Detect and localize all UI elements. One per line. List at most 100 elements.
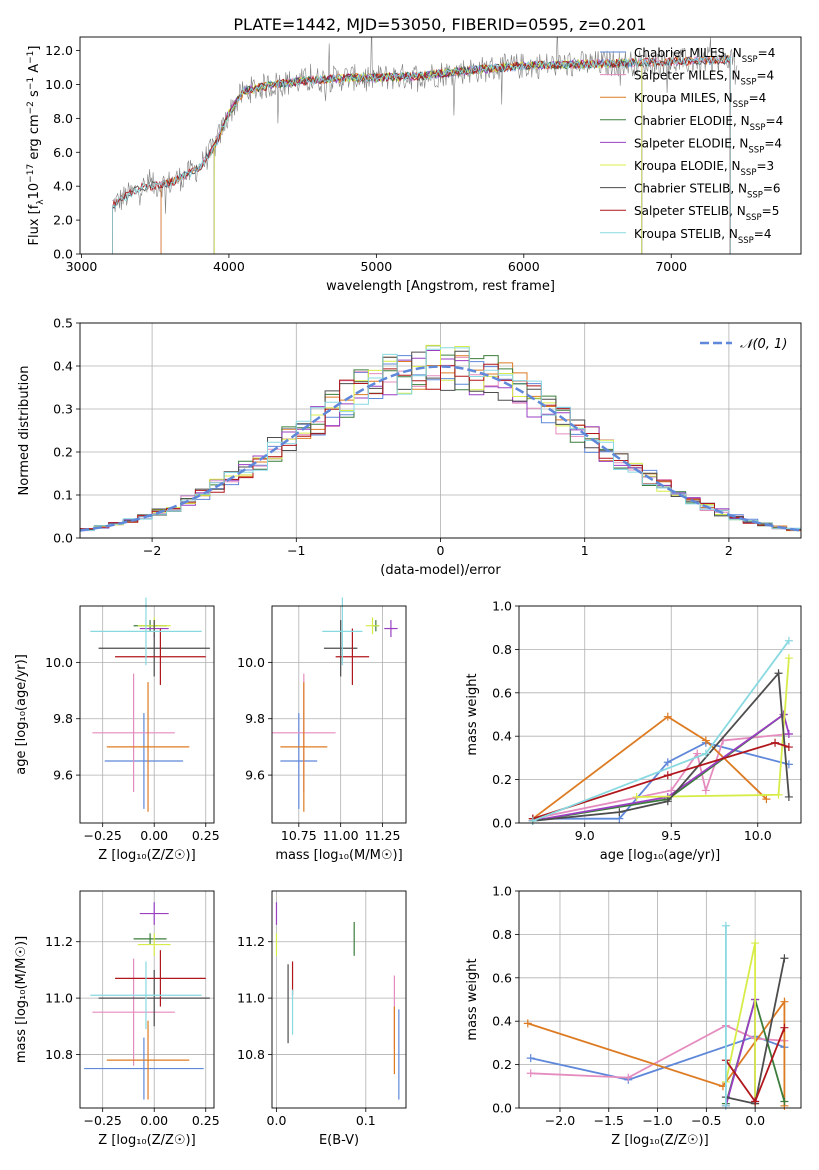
mass-weight-marker [624,1073,633,1082]
legend-entry: Salpeter ELODIE, NSSP=4 [634,136,782,155]
mass-weight-marker [663,712,672,721]
axes-frame [79,890,215,1109]
mass-weight-line [532,741,790,820]
x-tick-label: 4000 [213,259,245,274]
axes-frame [79,322,802,539]
model-spectrum-line [213,57,643,254]
mass-weight-marker [526,1054,535,1063]
x-tick-label: 0 [437,543,445,558]
x-tick-label: 5000 [360,259,392,274]
y-tick-label: 0.2 [492,772,512,787]
legend-entry: Kroupa ELODIE, NSSP=3 [634,159,774,178]
legend-entry: Chabrier ELODIE, NSSP=4 [634,114,783,133]
x-tick-label: 0.00 [140,1113,168,1128]
x-tick-label: 2 [725,543,733,558]
age_vs_z-plot-area [90,597,210,812]
legend-entry: Chabrier STELIB, NSSP=6 [634,182,781,201]
y-tick-label: 0.1 [53,488,73,503]
model-spectrum-line [111,55,731,254]
mass-weight-marker [780,997,789,1006]
x-tick-label: 6000 [508,259,540,274]
model-spectrum-line [160,54,731,254]
y-axis-label: mass weight [465,673,480,755]
mass-weight-marker [526,1069,535,1078]
y-tick-label: 2.0 [53,213,73,228]
x-tick-label: −0.5 [691,1113,721,1128]
mass-weight-line [532,741,790,820]
residuals-plot-area [79,344,802,532]
y-tick-label: 10.0 [45,655,73,670]
y-tick-label: 0.0 [53,531,73,546]
x-axis-label: (data-model)/error [380,563,501,578]
y-tick-label: 0.0 [492,1101,512,1116]
legend-entry: Chabrier MILES, NSSP=4 [634,46,775,65]
mass-weight-marker [771,738,780,747]
observed-spectrum-line [112,37,738,214]
y-tick-label: 9.8 [245,711,265,726]
spectrum-legend: Chabrier MILES, NSSP=4 Salpeter MILES, NS… [600,46,783,246]
x-tick-label: 0.0 [267,1113,287,1128]
y-tick-label: 0.8 [492,642,512,657]
x-tick-label: −2 [143,543,161,558]
y-tick-label: 10.8 [237,1047,265,1062]
x-tick-label: −0.25 [84,1113,122,1128]
x-axis-label: Z [log₁₀(Z/Z☉)] [611,1133,708,1148]
y-tick-label: 11.0 [45,991,73,1006]
y-tick-label: 9.8 [53,711,73,726]
y-tick-label: 1.0 [492,884,512,899]
x-tick-label: 0.1 [356,1113,376,1128]
weight_vs_z-panel: −2.0 −1.5 −1.0 −0.5 0.0 0.0 0.2 0.4 0.6 0.8 1.0 Z [… [465,884,802,1148]
mass-weight-marker [774,669,783,678]
x-tick-label: 10.75 [281,828,317,843]
mass-weight-marker [663,758,672,767]
y-axis-label: Normed distribution [17,366,32,496]
axes-frame [79,605,215,824]
model-spectrum-line [160,55,731,254]
mass-weight-marker [762,795,771,804]
mass_vs_ebv-plot-area [275,902,400,1100]
x-tick-label: 1 [581,543,589,558]
model-spectrum-line [213,57,643,254]
mass-weight-marker [667,786,676,795]
model-spectrum-line [213,57,643,254]
mass-weight-marker [784,654,793,663]
y-tick-label: 1.0 [492,599,512,614]
y-tick-label: 0.4 [492,1014,512,1029]
axes-frame [518,890,802,1109]
mass-weight-marker [784,743,793,752]
x-tick-label: −2.0 [545,1113,575,1128]
y-axis-label: mass [log₁₀(M/M☉)] [14,936,29,1063]
mass-weight-marker [780,1023,789,1032]
y-tick-label: 11.2 [237,934,265,949]
y-tick-label: 11.2 [45,934,73,949]
weight_vs_age-panel: 9.0 9.5 10.0 0.0 0.2 0.4 0.6 0.8 1.0 age [log₁₀(a… [465,599,802,863]
mass-weight-marker [751,939,760,948]
y-tick-label: 9.6 [53,768,73,783]
age_vs_z-panel: −0.25 0.00 0.25 9.6 9.8 10.0 Z [log₁₀(Z/Z☉)] ag… [14,597,220,863]
mass-weight-line [532,640,790,822]
mass-weight-marker [701,736,710,745]
mass_vs_ebv-panel: 0.0 0.1 10.8 11.0 11.2 E(B-V) [237,890,407,1148]
mass-weight-marker [615,808,624,817]
age_vs_mass-plot-area [272,597,398,812]
x-tick-label: 11.00 [323,828,359,843]
x-tick-label: 7000 [655,259,687,274]
mass-weight-marker [701,749,710,758]
mass-weight-marker [784,636,793,645]
y-tick-label: 10.0 [237,655,265,670]
mass-weight-marker [701,786,710,795]
mass-weight-marker [784,792,793,801]
y-tick-label: 0.0 [492,816,512,831]
normal-curve-line [79,365,802,532]
mass-weight-marker [780,1097,789,1106]
y-axis-label: age [log₁₀(age/yr)] [14,654,29,775]
y-tick-label: 11.0 [237,991,265,1006]
mass-weight-marker [523,1019,532,1028]
figure-panels: 3000 4000 5000 6000 70000.02.04.06.08.010.01… [14,36,802,1148]
y-tick-label: 0.5 [53,316,73,331]
residual-histogram-step [80,344,801,532]
legend-entry: Kroupa STELIB, NSSP=4 [634,227,772,246]
axes-frame [271,890,407,1109]
axes-frame [271,605,407,824]
figure-title: PLATE=1442, MJD=53050, FIBERID=0595, z=0… [233,15,646,34]
